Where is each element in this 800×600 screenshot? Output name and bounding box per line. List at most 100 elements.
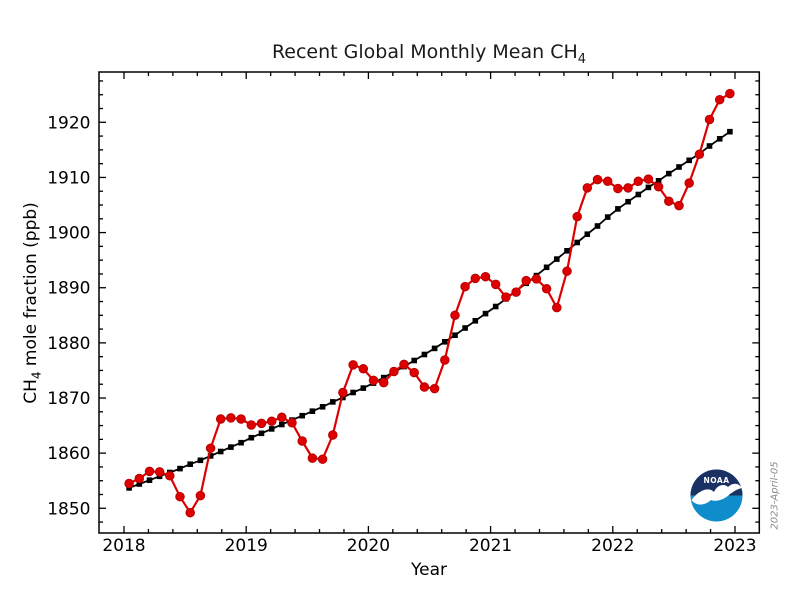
data-point-marker-trend bbox=[228, 444, 234, 450]
data-point-marker-monthly bbox=[725, 88, 735, 99]
data-point-marker-monthly bbox=[704, 114, 715, 125]
data-point-marker-monthly bbox=[287, 418, 297, 428]
data-point-marker-trend bbox=[136, 481, 143, 487]
data-point-marker-monthly bbox=[572, 211, 582, 222]
data-point-marker-trend bbox=[472, 318, 479, 324]
x-tick-label: 2023 bbox=[713, 536, 756, 556]
data-point-marker-trend bbox=[635, 191, 642, 198]
chart-title-text: Recent Global Monthly Mean CH bbox=[271, 41, 578, 63]
data-point-marker-monthly bbox=[521, 275, 531, 286]
data-point-marker-trend bbox=[350, 389, 356, 396]
y-tick-label: 1900 bbox=[47, 224, 90, 244]
data-point-marker-monthly bbox=[144, 466, 155, 477]
data-point-marker-monthly bbox=[582, 183, 593, 193]
chart-title-subscript: 4 bbox=[577, 51, 587, 67]
data-point-marker-monthly bbox=[694, 149, 705, 160]
data-point-marker-monthly bbox=[419, 382, 430, 392]
x-tick-label: 2020 bbox=[347, 536, 390, 556]
y-tick-label: 1890 bbox=[47, 279, 90, 299]
data-point-marker-monthly bbox=[643, 174, 654, 184]
data-point-marker-monthly bbox=[399, 359, 409, 370]
x-tick-label: 2022 bbox=[591, 536, 634, 556]
data-point-marker-monthly bbox=[684, 178, 694, 188]
noaa-logo-gull-icon bbox=[691, 483, 742, 505]
data-point-marker-trend bbox=[319, 404, 326, 410]
data-point-marker-monthly bbox=[592, 174, 603, 185]
data-point-marker-monthly bbox=[226, 413, 236, 423]
data-point-marker-monthly bbox=[450, 310, 460, 321]
generated-chart-layer: 2018 2019 2020 2021 2022 2023 1850 1860 1870 1880… bbox=[47, 71, 761, 556]
data-point-marker-monthly bbox=[409, 367, 419, 378]
data-point-marker-trend bbox=[238, 439, 244, 446]
data-point-marker-monthly bbox=[266, 416, 277, 426]
data-point-marker-monthly bbox=[368, 375, 379, 386]
data-point-marker-trend bbox=[268, 426, 275, 432]
data-point-marker-trend bbox=[330, 399, 336, 405]
data-point-marker-monthly bbox=[674, 200, 684, 211]
data-point-marker-trend bbox=[431, 345, 438, 352]
data-point-marker-trend bbox=[543, 264, 550, 271]
data-point-marker-monthly bbox=[215, 414, 226, 424]
data-point-marker-monthly bbox=[154, 467, 165, 477]
axes-spines bbox=[98, 71, 761, 534]
data-point-marker-monthly bbox=[185, 507, 195, 518]
data-point-marker-monthly bbox=[307, 453, 318, 463]
data-point-marker-monthly bbox=[134, 473, 145, 484]
data-point-marker-trend bbox=[706, 143, 713, 149]
data-point-marker-trend bbox=[187, 461, 193, 467]
data-point-marker-trend bbox=[146, 477, 153, 483]
data-point-marker-monthly bbox=[124, 478, 134, 489]
data-point-marker-trend bbox=[574, 239, 580, 246]
data-point-marker-monthly bbox=[378, 377, 389, 388]
data-point-marker-trend bbox=[594, 223, 601, 229]
data-point-marker-monthly bbox=[256, 418, 267, 429]
data-point-marker-trend bbox=[309, 408, 316, 414]
data-point-marker-trend bbox=[360, 385, 367, 391]
noaa-logo-text: NOAA bbox=[703, 476, 729, 485]
data-point-marker-monthly bbox=[480, 271, 491, 282]
data-point-marker-monthly bbox=[338, 387, 348, 398]
x-tick-label: 2021 bbox=[469, 536, 512, 556]
data-point-marker-trend bbox=[207, 453, 214, 459]
data-point-marker-monthly bbox=[246, 420, 257, 430]
data-point-marker-monthly bbox=[552, 302, 562, 313]
data-point-marker-monthly bbox=[602, 176, 613, 187]
data-point-marker-trend bbox=[655, 178, 662, 184]
data-point-marker-monthly bbox=[236, 414, 246, 424]
x-tick-label: 2018 bbox=[102, 536, 145, 556]
data-point-marker-monthly bbox=[328, 430, 338, 440]
data-point-marker-monthly bbox=[277, 412, 287, 423]
data-point-marker-monthly bbox=[317, 454, 328, 464]
data-point-marker-trend bbox=[645, 184, 652, 191]
data-point-marker-monthly bbox=[297, 436, 307, 446]
data-point-marker-trend bbox=[564, 248, 570, 254]
data-point-marker-trend bbox=[482, 310, 489, 317]
data-point-marker-monthly bbox=[653, 182, 664, 192]
data-point-marker-trend bbox=[452, 332, 458, 338]
data-point-marker-monthly bbox=[541, 284, 552, 294]
data-point-marker-monthly bbox=[389, 366, 399, 377]
data-point-marker-trend bbox=[716, 136, 723, 142]
data-point-marker-monthly bbox=[490, 279, 501, 290]
data-point-marker-trend bbox=[217, 448, 224, 455]
data-point-marker-monthly bbox=[623, 183, 633, 193]
data-point-marker-monthly bbox=[470, 273, 481, 284]
data-point-marker-monthly bbox=[531, 274, 542, 284]
data-point-marker-trend bbox=[177, 465, 183, 472]
data-point-marker-trend bbox=[248, 434, 255, 441]
data-point-marker-trend bbox=[421, 351, 428, 358]
y-tick-label: 1920 bbox=[47, 113, 90, 133]
y-tick-label: 1860 bbox=[47, 444, 90, 464]
data-point-marker-trend bbox=[299, 412, 305, 419]
data-point-marker-monthly bbox=[165, 471, 175, 481]
data-point-marker-trend bbox=[492, 303, 499, 310]
data-point-marker-trend bbox=[584, 231, 591, 237]
data-point-marker-trend bbox=[340, 394, 346, 401]
data-point-marker-trend bbox=[686, 157, 692, 164]
data-point-marker-monthly bbox=[460, 281, 470, 292]
data-point-marker-trend bbox=[554, 256, 560, 262]
data-point-marker-monthly bbox=[348, 360, 358, 370]
y-tick-label: 1880 bbox=[47, 334, 90, 354]
